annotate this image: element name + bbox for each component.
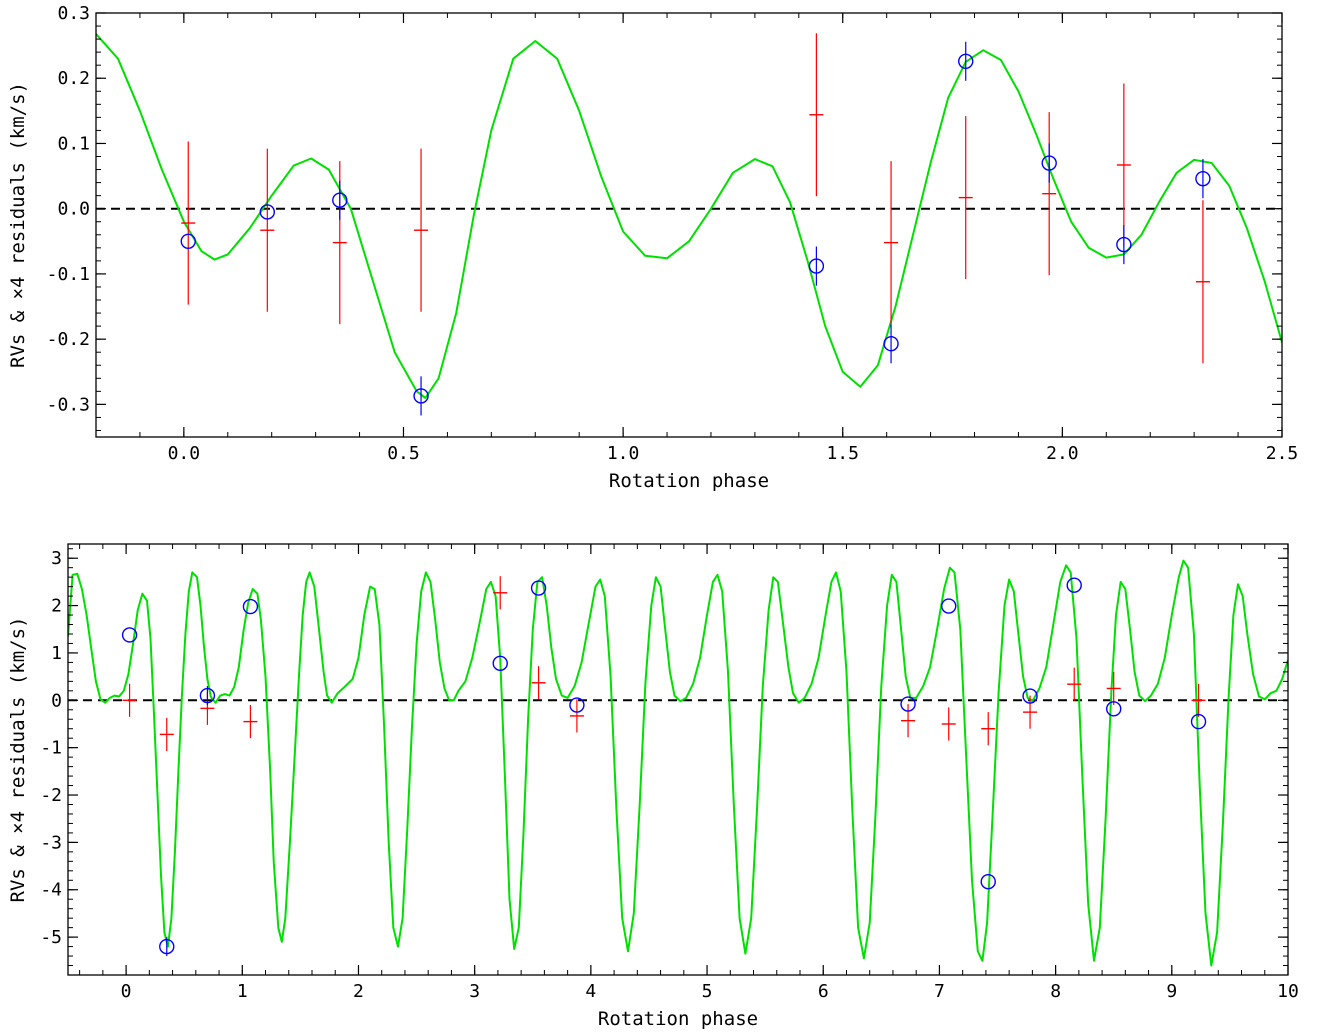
- x-tick-label: 10: [1277, 981, 1299, 1002]
- rv-point: [242, 598, 259, 615]
- rv-point: [180, 233, 196, 250]
- rv-point: [569, 697, 585, 713]
- residual-point: [493, 576, 508, 610]
- y-tick-label: -1: [40, 738, 62, 759]
- x-tick-label: 2.5: [1266, 443, 1299, 464]
- x-tick-label: 1.0: [607, 443, 640, 464]
- rv-point: [1190, 713, 1207, 730]
- model-curve: [68, 559, 1288, 967]
- x-axis-label: Rotation phase: [609, 470, 769, 492]
- model-curve: [96, 33, 1282, 399]
- residual-point: [1195, 200, 1210, 364]
- residual-point: [1191, 683, 1206, 717]
- y-axis-label: RVs & ×4 residuals (km/s): [7, 82, 29, 368]
- rv-point: [900, 696, 916, 712]
- rv-point: [941, 598, 957, 614]
- residual-point: [1023, 695, 1038, 729]
- residual-point: [181, 141, 196, 305]
- y-tick-label: 0: [51, 690, 62, 711]
- residual-point: [1067, 667, 1082, 701]
- y-tick-label: 1: [51, 643, 62, 664]
- residual-point: [1116, 83, 1131, 247]
- y-tick-label: -0.1: [47, 264, 90, 285]
- chart-panel-2: 0 1 2 3 4 5 6 7 8 9 10 -5 -4 -3 -2 -1 0 1 2 3 Rotation phase…: [7, 543, 1299, 1030]
- rv-point: [121, 627, 138, 643]
- x-tick-label: 1.5: [826, 443, 859, 464]
- residual-point: [414, 148, 429, 312]
- residual-point: [531, 666, 546, 700]
- rv-point: [1066, 577, 1082, 593]
- residual-point: [809, 33, 824, 197]
- residual-point: [884, 161, 899, 325]
- y-tick-label: -5: [40, 927, 62, 948]
- rv-point: [199, 686, 216, 706]
- rv-point: [413, 376, 429, 416]
- rv-point: [530, 580, 547, 596]
- residual-point: [122, 683, 137, 717]
- residual-point: [243, 705, 258, 739]
- rv-point: [1106, 701, 1122, 717]
- x-tick-label: 8: [1050, 981, 1061, 1002]
- plot-frame: [67, 543, 1289, 976]
- y-tick-label: 0.2: [57, 68, 90, 89]
- residual-point: [569, 699, 584, 733]
- x-axis-label: Rotation phase: [598, 1008, 758, 1030]
- rv-point: [1195, 159, 1211, 199]
- x-tick-label: 2.0: [1046, 443, 1079, 464]
- x-tick-label: 9: [1166, 981, 1177, 1002]
- y-tick-label: -0.2: [47, 329, 90, 350]
- residual-point: [1106, 671, 1121, 706]
- x-tick-label: 0.0: [168, 443, 201, 464]
- x-tick-label: 6: [818, 981, 829, 1002]
- chart-panel-1: 0.0 0.5 1.0 1.5 2.0 2.5 -0.3 -0.2 -0.1 0.0 0.1 0.2 0…: [7, 3, 1298, 492]
- y-tick-label: 3: [51, 548, 62, 569]
- y-tick-label: -4: [40, 880, 62, 901]
- y-tick-label: 2: [51, 596, 62, 617]
- residual-point: [159, 717, 174, 751]
- y-axis-label: RVs & ×4 residuals (km/s): [7, 617, 29, 903]
- x-tick-label: 7: [934, 981, 945, 1002]
- y-tick-label: 0.0: [57, 199, 90, 220]
- x-tick-label: 0: [121, 981, 132, 1002]
- x-tick-label: 5: [702, 981, 713, 1002]
- x-tick-label: 3: [469, 981, 480, 1002]
- rv-point: [958, 41, 974, 81]
- x-tick-label: 1: [237, 981, 248, 1002]
- residual-point: [941, 707, 956, 741]
- residual-point: [260, 148, 275, 312]
- residual-point: [1042, 112, 1057, 276]
- x-tick-label: 4: [585, 981, 596, 1002]
- rv-point: [1116, 225, 1132, 265]
- y-tick-label: -3: [40, 832, 62, 853]
- rv-point: [259, 204, 276, 220]
- rv-point: [808, 246, 825, 286]
- rv-point: [159, 937, 175, 957]
- rv-point: [332, 180, 348, 220]
- y-tick-label: 0.3: [57, 3, 90, 24]
- y-tick-label: 0.1: [57, 133, 90, 154]
- rv-point: [1022, 688, 1038, 704]
- rv-point: [492, 655, 508, 672]
- residual-point: [901, 704, 916, 738]
- x-tick-label: 2: [353, 981, 364, 1002]
- y-tick-label: -2: [40, 785, 62, 806]
- y-tick-label: -0.3: [47, 394, 90, 415]
- plot-frame: [95, 12, 1283, 438]
- rv-point: [883, 324, 899, 364]
- rv-point: [1041, 143, 1057, 183]
- x-tick-label: 0.5: [387, 443, 420, 464]
- residual-point: [958, 116, 973, 280]
- residual-point: [981, 712, 996, 746]
- rv-point: [980, 873, 996, 890]
